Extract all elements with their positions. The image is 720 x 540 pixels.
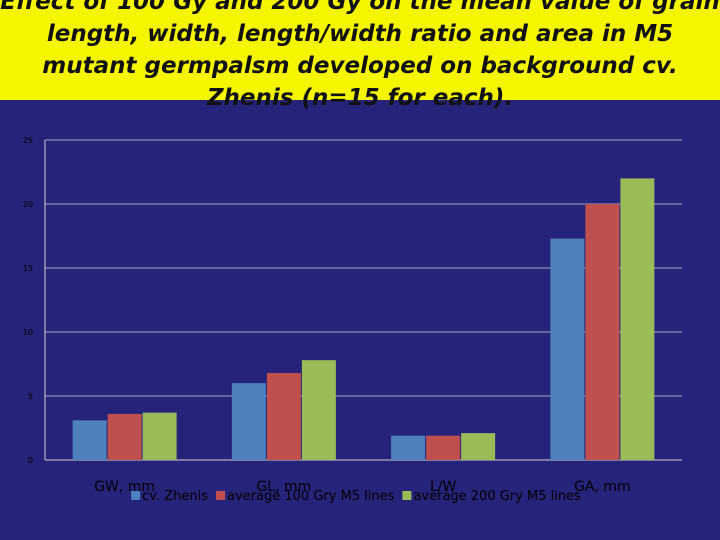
- bar-2-3: [426, 435, 461, 460]
- y-tick-label: 10: [23, 328, 33, 337]
- y-tick-label: 25: [23, 136, 33, 145]
- bar-3-4: [620, 178, 655, 460]
- bar-2-4: [585, 204, 620, 460]
- y-tick-label: 0: [28, 456, 33, 465]
- legend-label: average 100 Gry M5 lines: [227, 489, 395, 504]
- bar-1-4: [550, 238, 585, 460]
- y-tick-label: 20: [23, 200, 33, 209]
- bar-3-3: [461, 433, 496, 460]
- y-tick-label: 15: [23, 264, 33, 273]
- x-tick-label: L/W: [430, 479, 457, 495]
- bars: [72, 178, 655, 460]
- bar-1-1: [72, 420, 107, 460]
- legend-swatch: [216, 491, 226, 500]
- legend-swatch: [402, 491, 412, 500]
- bar-3-2: [301, 360, 336, 460]
- legend-label: average 200 Gry M5 lines: [413, 489, 581, 504]
- y-tick-label: 5: [28, 392, 33, 401]
- x-tick-label: GA, mm: [574, 479, 631, 495]
- legend-item: average 200 Gry M5 lines: [402, 489, 581, 504]
- bar-2-2: [266, 372, 301, 460]
- x-tick-label: GL, mm: [256, 479, 311, 495]
- legend-item: cv. Zhenis: [131, 489, 208, 504]
- legend-swatch: [131, 491, 141, 500]
- bar-1-3: [391, 435, 426, 460]
- legend: cv. Zhenis average 100 Gry M5 lines averag…: [131, 489, 581, 504]
- title-band: [0, 0, 720, 100]
- bar-2-1: [107, 413, 142, 460]
- legend-label: cv. Zhenis: [142, 489, 208, 504]
- bar-1-2: [231, 383, 266, 460]
- chart-title: Effect of 100 Gy and 200 Gy on the mean …: [0, 0, 720, 111]
- bar-3-1: [142, 412, 177, 460]
- legend-item: average 100 Gry M5 lines: [216, 489, 395, 504]
